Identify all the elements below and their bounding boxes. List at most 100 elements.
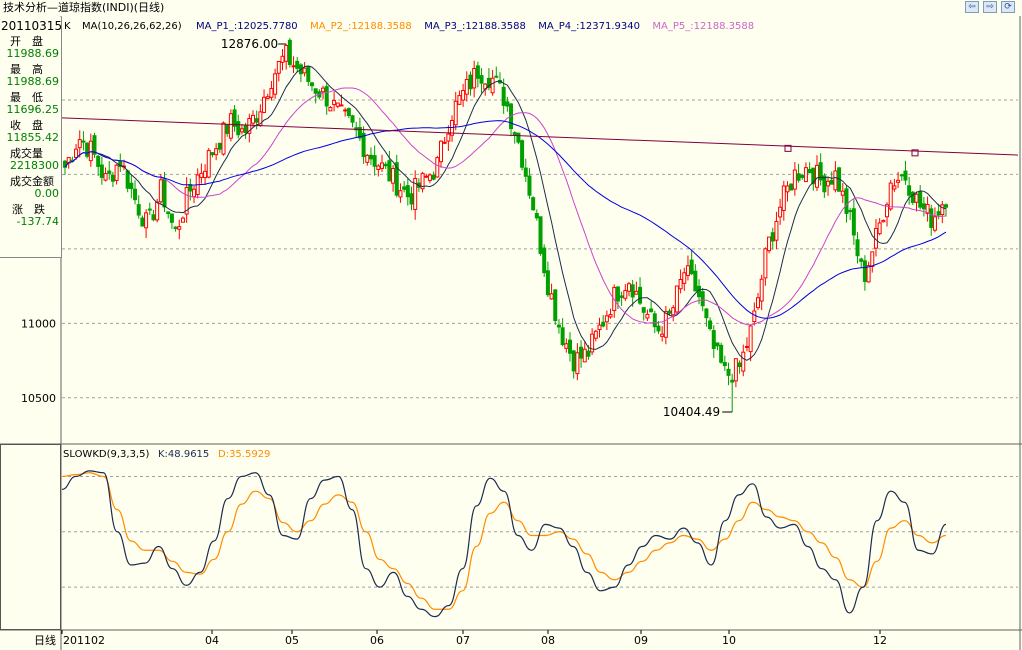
candle-body: [254, 118, 259, 123]
candle-body: [803, 167, 808, 183]
candle-body: [206, 150, 211, 178]
candle-body: [144, 212, 149, 229]
kd-header: SLOWKD(9,3,3,5): [63, 449, 149, 460]
candle-body: [494, 75, 499, 78]
candle-body: [291, 65, 296, 68]
candle-body: [228, 113, 233, 139]
candle-body: [438, 140, 443, 163]
candle-body: [833, 170, 838, 191]
candle-body: [663, 311, 668, 338]
candle-body: [265, 96, 270, 100]
forward-icon[interactable]: ⇨: [983, 1, 997, 13]
candle-body: [103, 173, 108, 181]
candle-body: [593, 330, 598, 339]
candle-body: [556, 324, 561, 328]
kd-axis-box: [0, 444, 61, 630]
candle-body: [328, 106, 333, 112]
candle-body: [472, 67, 477, 89]
kd-d-line: [61, 472, 947, 610]
candle-body: [453, 100, 458, 126]
candle-body: [424, 175, 429, 178]
info-value: 11855.42: [6, 131, 60, 144]
candle-body: [306, 66, 311, 82]
ma-legend-item: MA_P2_:12188.3588: [310, 21, 412, 32]
candle-body: [409, 193, 414, 205]
candle-body: [118, 160, 123, 167]
candle-body: [590, 333, 595, 353]
candle-body: [885, 204, 890, 218]
candle-body: [752, 310, 757, 323]
candle-body: [582, 348, 587, 363]
candle-body: [925, 204, 930, 214]
ma-legend-item: MA_P5_:12188.3588: [652, 21, 754, 32]
candle-body: [214, 148, 219, 156]
candle-body: [789, 183, 794, 191]
info-label: 收 盘: [10, 119, 43, 132]
x-tick-label: 04: [205, 634, 219, 647]
candle-body: [232, 109, 237, 127]
candle-body: [726, 368, 731, 376]
candle-body: [778, 206, 783, 218]
trend-marker: [911, 149, 919, 157]
candle-body: [468, 74, 473, 90]
candle-body: [615, 286, 620, 302]
candle-body: [505, 101, 510, 107]
candle-body: [346, 108, 351, 117]
candle-body: [748, 325, 753, 353]
candle-body: [704, 308, 709, 319]
candle-body: [796, 173, 801, 181]
high-annotation: 12876.00: [221, 37, 278, 51]
candle-body: [737, 362, 742, 368]
x-axis-label: 日线: [34, 633, 56, 647]
candle-body: [763, 248, 768, 279]
x-tick-label: 05: [285, 634, 299, 647]
candle-body: [461, 89, 466, 101]
candle-body: [490, 77, 495, 94]
candle-body: [568, 339, 573, 354]
candle-body: [376, 165, 381, 170]
k-label: K: [64, 21, 71, 32]
candle-body: [807, 169, 812, 174]
candle-body: [239, 128, 244, 133]
refresh-icon[interactable]: ⟳: [1001, 1, 1015, 13]
candle-body: [741, 351, 746, 372]
candle-body: [910, 191, 915, 203]
candle-body: [881, 220, 886, 223]
info-value: 11696.25: [6, 103, 60, 116]
candle-body: [826, 180, 831, 187]
candle-body: [372, 155, 377, 167]
candle-body: [759, 278, 764, 302]
candle-body: [387, 160, 392, 182]
candle-body: [405, 185, 410, 198]
window-title: 技术分析—道琼指数(INDI)(日线): [3, 1, 165, 14]
chart-canvas[interactable]: 11500110001050012876.0010404.49KMA(10,26…: [0, 16, 1022, 650]
candle-body: [774, 221, 779, 241]
x-tick-label: 07: [456, 634, 470, 647]
candle-body: [457, 95, 462, 105]
candle-body: [711, 330, 716, 349]
y-tick-label: 10500: [21, 392, 56, 405]
candle-body: [678, 279, 683, 290]
candle-body: [829, 179, 834, 185]
candle-body: [899, 174, 904, 177]
candle-body: [427, 174, 432, 181]
info-value: 11988.69: [6, 47, 60, 60]
candle-body: [667, 310, 672, 314]
candle-body: [203, 170, 208, 179]
ma-line-26: [64, 87, 947, 326]
back-icon[interactable]: ⇦: [965, 1, 979, 13]
candle-body: [682, 272, 687, 284]
info-label: 最 高: [10, 63, 43, 76]
candle-body: [767, 236, 772, 252]
candle-body: [575, 352, 580, 375]
candle-body: [166, 211, 171, 214]
candle-body: [162, 178, 167, 208]
candle-body: [446, 133, 451, 142]
candle-body: [844, 188, 849, 214]
candle-body: [420, 172, 425, 190]
candle-body: [383, 163, 388, 167]
candle-body: [169, 213, 174, 223]
candle-body: [114, 164, 119, 181]
candle-body: [800, 174, 805, 178]
